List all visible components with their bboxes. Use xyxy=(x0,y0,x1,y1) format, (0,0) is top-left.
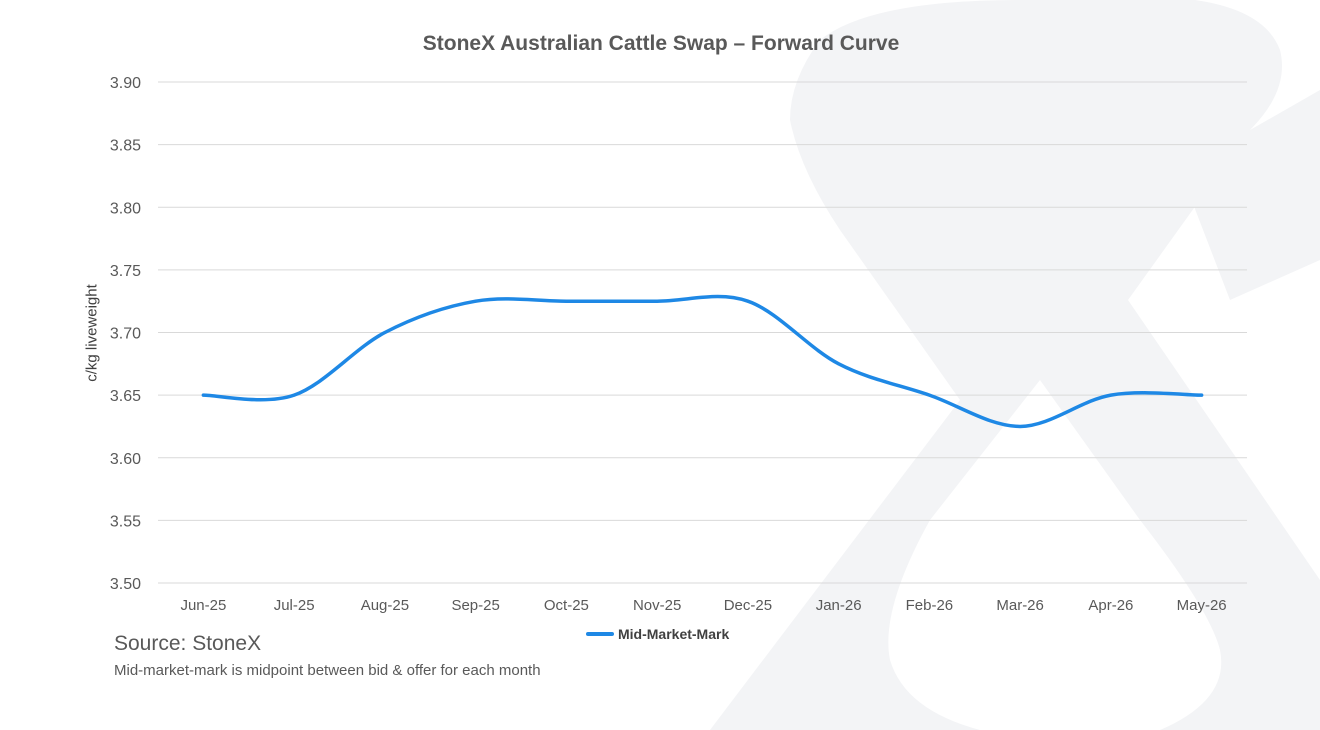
footnote: Mid-market-mark is midpoint between bid … xyxy=(114,662,541,679)
y-tick-label: 3.85 xyxy=(110,138,141,155)
x-tick-label: Oct-25 xyxy=(544,597,589,614)
chart-title: StoneX Australian Cattle Swap – Forward … xyxy=(422,32,900,55)
y-tick-label: 3.90 xyxy=(110,75,141,92)
x-axis-ticks: Jun-25 Jul-25 Aug-25 Sep-25 Oct-25 Nov-25 Dec-… xyxy=(180,597,1226,614)
x-tick-label: Jan-26 xyxy=(816,597,862,614)
data-point-5 xyxy=(655,299,659,303)
y-tick-label: 3.75 xyxy=(110,263,141,280)
data-point-2 xyxy=(383,331,387,334)
x-tick-label: Feb-26 xyxy=(906,597,954,614)
y-tick-label: 3.55 xyxy=(110,513,141,530)
x-tick-label: May-26 xyxy=(1177,597,1227,614)
data-point-11 xyxy=(1200,393,1204,397)
y-tick-label: 3.60 xyxy=(110,451,141,468)
data-point-10 xyxy=(1109,393,1113,397)
data-point-9 xyxy=(1018,424,1022,428)
source-label: Source: StoneX xyxy=(114,632,262,655)
x-tick-label: Nov-25 xyxy=(633,597,681,614)
y-tick-label: 3.65 xyxy=(110,388,141,405)
y-tick-label: 3.50 xyxy=(110,576,141,593)
y-tick-label: 3.80 xyxy=(110,200,141,217)
x-tick-label: Jul-25 xyxy=(274,597,315,614)
data-point-4 xyxy=(564,299,568,303)
y-axis-ticks: 3.50 3.55 3.60 3.65 3.70 3.75 3.80 3.85 3.90 xyxy=(110,75,141,593)
x-tick-label: Aug-25 xyxy=(361,597,409,614)
legend-swatch xyxy=(586,632,614,636)
y-axis-label: c/kg liveweight xyxy=(83,284,101,382)
series-layer xyxy=(201,294,1204,429)
x-tick-label: Mar-26 xyxy=(996,597,1044,614)
x-tick-label: Jun-25 xyxy=(180,597,226,614)
data-point-3 xyxy=(474,299,478,303)
data-point-8 xyxy=(927,393,931,397)
data-point-6 xyxy=(746,299,750,303)
series-line-mid-market-mark xyxy=(201,294,1204,429)
x-tick-label: Dec-25 xyxy=(724,597,772,614)
data-point-1 xyxy=(292,393,296,397)
legend-label: Mid-Market-Mark xyxy=(618,626,730,642)
x-tick-label: Apr-26 xyxy=(1088,597,1133,614)
data-point-7 xyxy=(837,362,841,366)
gridlines xyxy=(158,81,1247,584)
legend: Mid-Market-Mark xyxy=(586,626,729,642)
y-tick-label: 3.70 xyxy=(110,326,141,343)
x-tick-label: Sep-25 xyxy=(451,597,499,614)
data-point-0 xyxy=(201,393,205,397)
